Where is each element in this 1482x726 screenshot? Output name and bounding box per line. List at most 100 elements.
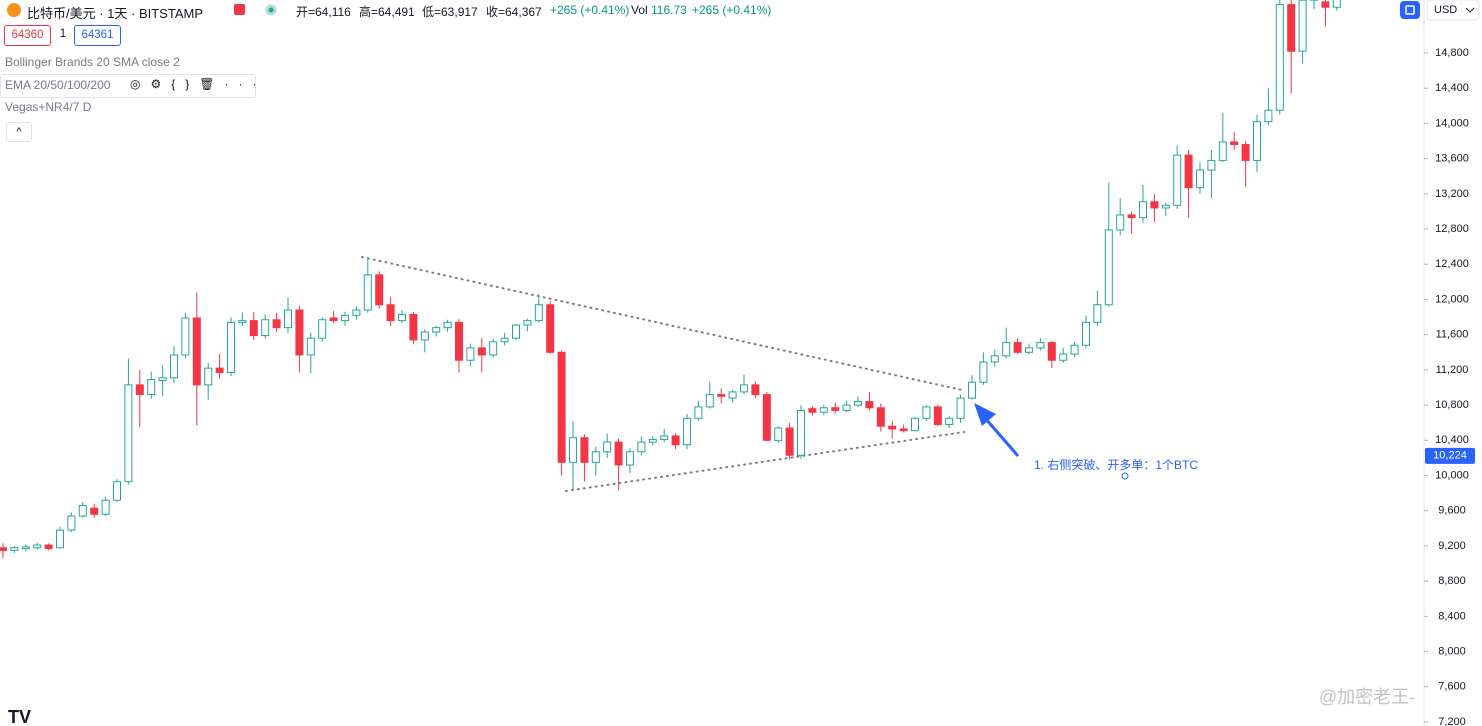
candle-body [808, 408, 817, 413]
candle-body [272, 319, 281, 329]
candle-body [705, 394, 714, 408]
candle-body [249, 320, 258, 337]
candle-body [443, 321, 452, 329]
indicator-label[interactable]: Bollinger Brands 20 SMA close 2 [5, 55, 180, 69]
candle-body [1173, 154, 1182, 206]
candle-body [648, 438, 657, 443]
y-tick-label: 8,800 [1438, 575, 1466, 587]
candle-body [56, 529, 64, 549]
last-price-tag [1425, 447, 1475, 464]
y-tick-label: 10,000 [1435, 469, 1469, 481]
candle-body [1230, 141, 1239, 146]
quantity[interactable]: 1 [59, 28, 67, 40]
currency-select[interactable] [1426, 0, 1480, 21]
candle-body [318, 319, 327, 339]
candle-body [591, 451, 600, 463]
y-tick-label: 7,600 [1438, 681, 1466, 693]
volume-label: Vol [631, 3, 648, 17]
indicator-tools[interactable]: ◎⚙{}🗑··· [130, 77, 267, 91]
candle-body [135, 384, 144, 396]
y-tick-label: 9,600 [1438, 505, 1466, 517]
candle-body [21, 546, 30, 550]
candle-body [1275, 4, 1284, 111]
candle-body [147, 379, 156, 396]
indicator-label[interactable]: Vegas+NR4/7 D [5, 100, 92, 114]
y-tick-label: 11,200 [1436, 364, 1469, 376]
candle-body [1218, 141, 1227, 161]
symbol-title[interactable]: 比特币/美元 · 1天 · BITSTAMP [27, 6, 203, 21]
candle-body [831, 407, 840, 411]
candle-body [1161, 204, 1170, 209]
annotation: 1. 右侧突破、开多单：1个BTC [1034, 457, 1198, 472]
candle-body [1025, 347, 1033, 353]
last-price-label: 10,224 [1433, 450, 1467, 462]
ohlc-change: +265 (+0.41%) [550, 3, 630, 17]
candle-body [1196, 169, 1204, 189]
candle-body [78, 504, 87, 517]
candle-body [671, 435, 680, 446]
y-tick-label: 9,200 [1438, 540, 1466, 552]
y-tick-label: 12,000 [1435, 293, 1469, 305]
candle-body [306, 337, 315, 356]
candle-body [0, 547, 7, 551]
candle-body [797, 409, 805, 456]
candle-body [740, 384, 748, 393]
candle-body [477, 347, 486, 356]
candle-body [1150, 201, 1159, 209]
tv-logo: TV [8, 707, 31, 726]
sell-button[interactable]: 64360 [4, 25, 51, 46]
candle-body [33, 544, 42, 549]
y-tick-label: 12,400 [1435, 258, 1469, 270]
candle-body [363, 274, 372, 311]
candle-body [694, 406, 703, 419]
volume-change: +265 (+0.41%) [692, 3, 772, 17]
candle-body [192, 317, 201, 386]
candle-body [44, 544, 53, 550]
candle-body [295, 309, 304, 356]
ohlc-low: 低=63,917 [422, 5, 478, 19]
y-tick-label: 7,200 [1438, 716, 1466, 726]
candle-body [1264, 109, 1273, 123]
indicator-label[interactable]: EMA 20/50/100/200 [5, 78, 111, 92]
candle-body [1036, 342, 1045, 349]
candle-body [329, 317, 338, 322]
anchor-dot [1121, 472, 1129, 480]
candle-body [1104, 229, 1113, 306]
candle-body [933, 406, 942, 425]
candle-body [728, 391, 737, 399]
screenshot-button[interactable] [1400, 1, 1420, 19]
y-tick-label: 14,400 [1435, 82, 1469, 94]
candle-body [945, 417, 954, 425]
candle-body [1093, 304, 1102, 323]
candle-body [569, 437, 577, 463]
currency[interactable]: USD [1434, 4, 1457, 16]
candle-body [854, 401, 862, 406]
buy-button[interactable]: 64361 [74, 25, 121, 46]
candle-body [523, 320, 532, 326]
flag-icon[interactable] [234, 4, 245, 15]
candle-body [762, 394, 771, 441]
candle-body [124, 384, 133, 483]
candle-body [819, 407, 828, 413]
candle-body [158, 377, 167, 381]
y-tick-label: 14,000 [1435, 117, 1469, 129]
candle-body [227, 321, 235, 374]
volume: 116.73 [651, 3, 687, 17]
y-tick-label: 10,800 [1435, 399, 1469, 411]
candle-body [341, 314, 349, 322]
candle-body [557, 351, 566, 463]
candle-body [546, 304, 555, 353]
candle-body [865, 401, 874, 409]
ohlc-high: 高=64,491 [359, 5, 415, 19]
collapse-button[interactable]: ^ [6, 122, 32, 142]
candle-body [500, 337, 509, 343]
candle-body [386, 304, 395, 322]
candle-body [785, 427, 794, 456]
arrow [974, 403, 1020, 457]
watermark: @加密老王- [1319, 687, 1415, 707]
candle-body [261, 319, 270, 337]
candles [0, 0, 1341, 559]
indicator-row[interactable] [0, 74, 256, 98]
candle-body [215, 367, 224, 374]
